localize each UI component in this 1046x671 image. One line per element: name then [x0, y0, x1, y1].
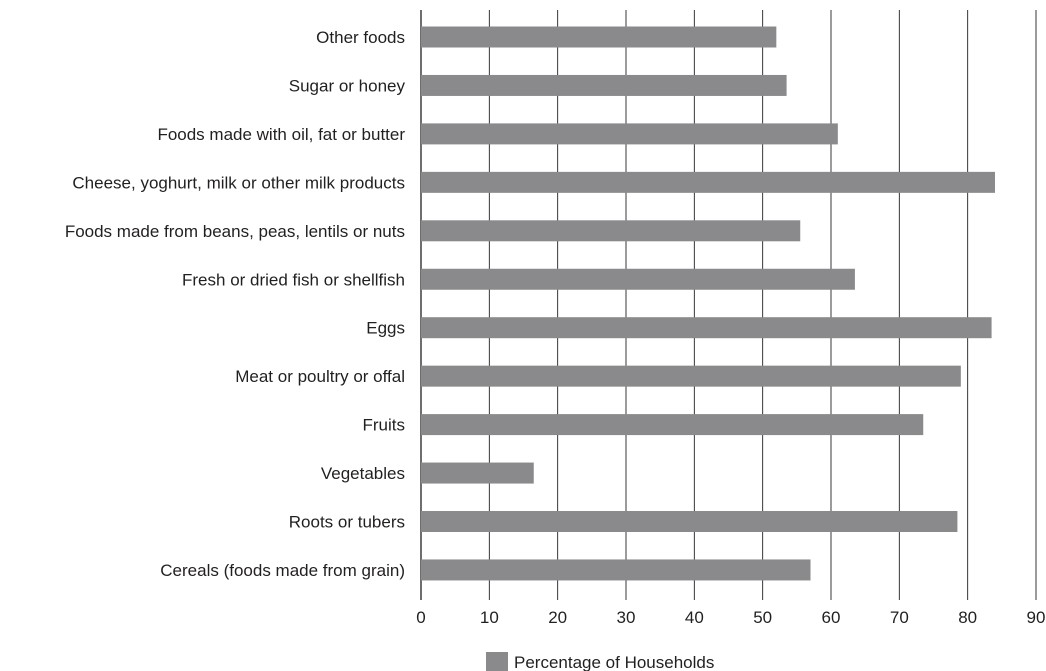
bars — [421, 26, 995, 581]
bar — [421, 414, 924, 436]
x-tick-label: 70 — [890, 608, 909, 627]
bar — [421, 559, 811, 581]
category-label: Cereals (foods made from grain) — [160, 561, 405, 580]
x-tick-label: 50 — [753, 608, 772, 627]
x-tick-label: 40 — [685, 608, 704, 627]
category-label: Sugar or honey — [289, 76, 406, 95]
category-label: Vegetables — [321, 464, 405, 483]
x-tick-labels: 0 10 20 30 40 50 60 70 80 90 — [416, 608, 1045, 627]
bar — [421, 462, 534, 484]
legend: Percentage of Households — [486, 652, 714, 671]
category-labels: Other foods Sugar or honey Foods made with… — [65, 28, 406, 580]
bar — [421, 511, 958, 532]
category-label: Meat or poultry or offal — [235, 367, 405, 386]
x-tick-label: 80 — [958, 608, 977, 627]
bar — [421, 74, 787, 96]
category-label: Foods made from beans, peas, lentils or … — [65, 222, 405, 241]
category-label: Roots or tubers — [289, 513, 405, 532]
x-tick-label: 0 — [416, 608, 425, 627]
bar — [421, 26, 777, 48]
legend-swatch — [486, 652, 508, 671]
bar — [421, 220, 801, 242]
x-tick-label: 30 — [617, 608, 636, 627]
x-tick-label: 20 — [548, 608, 567, 627]
bar — [421, 365, 961, 387]
bar — [421, 268, 855, 290]
x-tick-label: 10 — [480, 608, 499, 627]
gridlines — [420, 10, 1037, 600]
category-label: Eggs — [366, 319, 405, 338]
category-label: Fruits — [363, 416, 406, 435]
bar — [421, 171, 995, 193]
x-tick-label: 90 — [1027, 608, 1046, 627]
category-label: Cheese, yoghurt, milk or other milk prod… — [72, 173, 405, 192]
category-label: Other foods — [316, 28, 405, 47]
category-label: Foods made with oil, fat or butter — [157, 125, 405, 144]
x-tick-label: 60 — [822, 608, 841, 627]
category-label: Fresh or dried fish or shellfish — [182, 270, 405, 289]
bar — [421, 123, 838, 145]
legend-label: Percentage of Households — [514, 653, 714, 671]
bar — [421, 317, 992, 339]
